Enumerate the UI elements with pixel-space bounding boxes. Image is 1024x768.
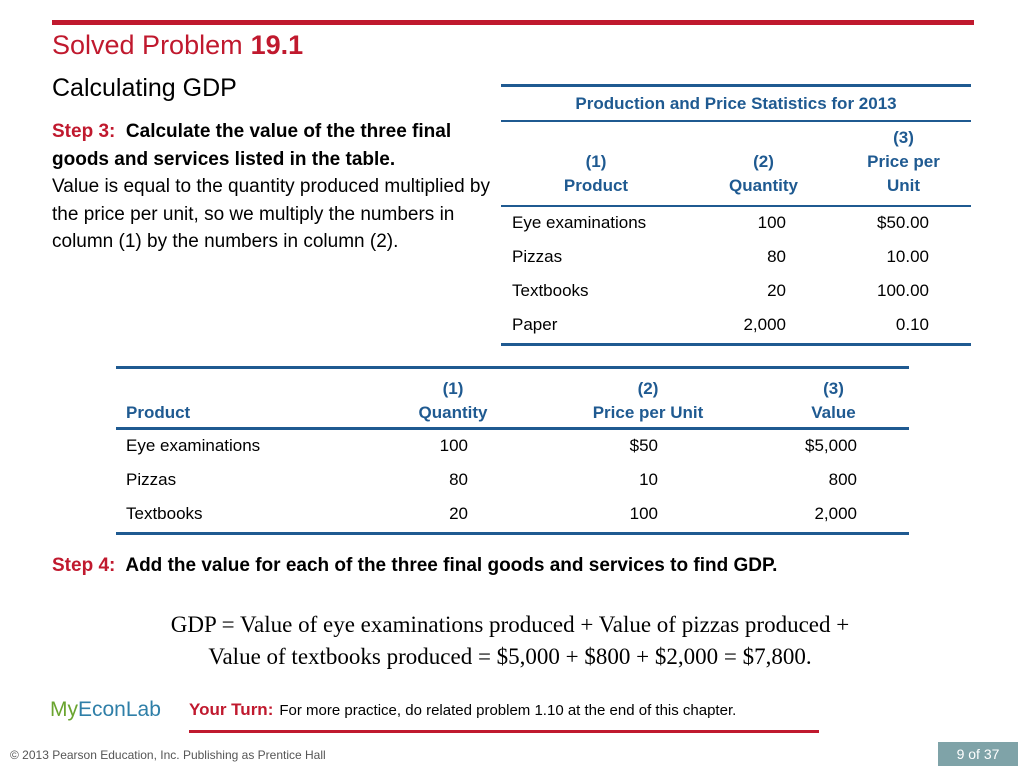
your-turn-label: Your Turn: (189, 700, 274, 719)
table1-bottom-rule (501, 343, 971, 346)
table2-cell-value: 800 (828, 470, 857, 489)
table1-top-rule (501, 84, 971, 87)
table2-header-value-num: (3) (823, 379, 844, 398)
table2-cell-quantity: 20 (449, 504, 468, 523)
table1-header-quantity-num: (2) (753, 152, 774, 171)
myeconlab-logo-my: My (50, 698, 78, 721)
table2-cell-product: Textbooks (126, 504, 203, 523)
table2-top-rule (116, 366, 909, 369)
gdp-formula-line2: Value of textbooks produced = $5,000 + $… (208, 644, 812, 669)
gdp-formula: GDP = Value of eye examinations produced… (60, 609, 960, 673)
table1-header-product: (1) Product (541, 150, 651, 198)
myeconlab-logo-rest: EconLab (78, 698, 161, 721)
table-row: Pizzas 80 10.00 (501, 241, 971, 275)
production-price-table: Production and Price Statistics for 2013… (501, 84, 971, 346)
gdp-formula-line1: GDP = Value of eye examinations produced… (170, 612, 850, 637)
table-row: Eye examinations 100 $50 $5,000 (116, 430, 909, 464)
table-row: Eye examinations 100 $50.00 (501, 207, 971, 241)
table2-cell-price: 100 (629, 504, 658, 523)
table2-cell-product: Eye examinations (126, 436, 261, 455)
slide-title-text: Solved Problem (52, 30, 243, 60)
table-row: Textbooks 20 100.00 (501, 275, 971, 309)
value-table: Product (1) Quantity (2) Price per Unit … (116, 366, 909, 535)
table1-caption: Production and Price Statistics for 2013 (575, 94, 897, 113)
table1-cell-quantity: 80 (767, 247, 786, 266)
table2-cell-value: 2,000 (814, 504, 857, 523)
table1-header-price-label: Price per (867, 152, 940, 171)
step4-label: Step 4: (52, 555, 116, 576)
table1-cell-product: Pizzas (512, 247, 563, 266)
step3-body-text: Value is equal to the quantity produced … (52, 176, 490, 252)
table2-bottom-rule (116, 532, 909, 535)
table2-cell-quantity: 80 (449, 470, 468, 489)
table1-header-rule (501, 205, 971, 207)
table2-header-value: (3) Value (791, 377, 876, 425)
top-rule (52, 20, 974, 25)
table2-cell-quantity: 100 (439, 436, 468, 455)
table1-cell-quantity: 20 (767, 281, 786, 300)
table1-cell-price: 10.00 (886, 247, 929, 266)
table2-header-product: Product (126, 403, 191, 422)
table2-header-quantity-num: (1) (442, 379, 464, 398)
table2-header: Product (1) Quantity (2) Price per Unit … (116, 369, 909, 427)
table2-header-quantity: (1) Quantity (398, 377, 508, 425)
table1-header-product-label: Product (563, 176, 629, 195)
table2-cell-price: 10 (639, 470, 658, 489)
step3-bold-text: Calculate the value of the three final g… (52, 121, 452, 170)
page-indicator: 9 of 37 (938, 742, 1018, 766)
step4-line: Step 4: Add the value for each of the thr… (52, 555, 777, 577)
table2-header-quantity-label: Quantity (418, 403, 488, 422)
table2-header-price-num: (2) (637, 379, 659, 398)
slide-title: Solved Problem 19.1 (52, 30, 303, 61)
table1-header-quantity: (2) Quantity (711, 150, 816, 198)
your-turn-rule (189, 730, 819, 733)
table1-cell-quantity: 2,000 (743, 315, 786, 334)
table1-cell-quantity: 100 (757, 213, 786, 232)
table2-cell-value: $5,000 (805, 436, 857, 455)
step3-block: Step 3: Calculate the value of the three… (52, 118, 492, 256)
table1-header-product-num: (1) (585, 152, 607, 171)
table1-header-price-num: (3) (893, 128, 914, 147)
slide-title-number: 19.1 (250, 30, 304, 60)
table1-cell-price: 0.10 (895, 315, 929, 334)
copyright: © 2013 Pearson Education, Inc. Publishin… (10, 748, 326, 762)
your-turn-text: For more practice, do related problem 1.… (279, 702, 737, 719)
table2-cell-product: Pizzas (126, 470, 177, 489)
step3-label: Step 3: (52, 121, 116, 142)
myeconlab-logo[interactable]: MyEconLab (50, 698, 161, 722)
table1-cell-price: 100.00 (877, 281, 929, 300)
table-row: Pizzas 80 10 800 (116, 464, 909, 498)
table2-header-price: (2) Price per Unit (568, 377, 728, 425)
table-row: Textbooks 20 100 2,000 (116, 498, 909, 532)
table2-header-value-label: Value (811, 403, 856, 422)
step4-text: Add the value for each of the three fina… (125, 555, 778, 576)
slide-subtitle: Calculating GDP (52, 74, 237, 102)
table2-header-rule (116, 427, 909, 430)
table1-header-price: (3) Price per Unit (846, 126, 961, 198)
table2-cell-price: $50 (629, 436, 658, 455)
table1-cell-product: Textbooks (512, 281, 589, 300)
your-turn: Your Turn: For more practice, do related … (189, 700, 736, 720)
table1-header: (1) Product (2) Quantity (3) Price per U… (501, 122, 971, 205)
table-row: Paper 2,000 0.10 (501, 309, 971, 343)
table1-cell-product: Eye examinations (512, 213, 647, 232)
table1-header-price-label2: Unit (886, 176, 921, 195)
table1-cell-price: $50.00 (877, 213, 929, 232)
table1-header-quantity-label: Quantity (729, 176, 798, 195)
table2-header-price-label: Price per Unit (592, 403, 704, 422)
table1-caption-rule (501, 120, 971, 122)
table1-cell-product: Paper (512, 315, 558, 334)
